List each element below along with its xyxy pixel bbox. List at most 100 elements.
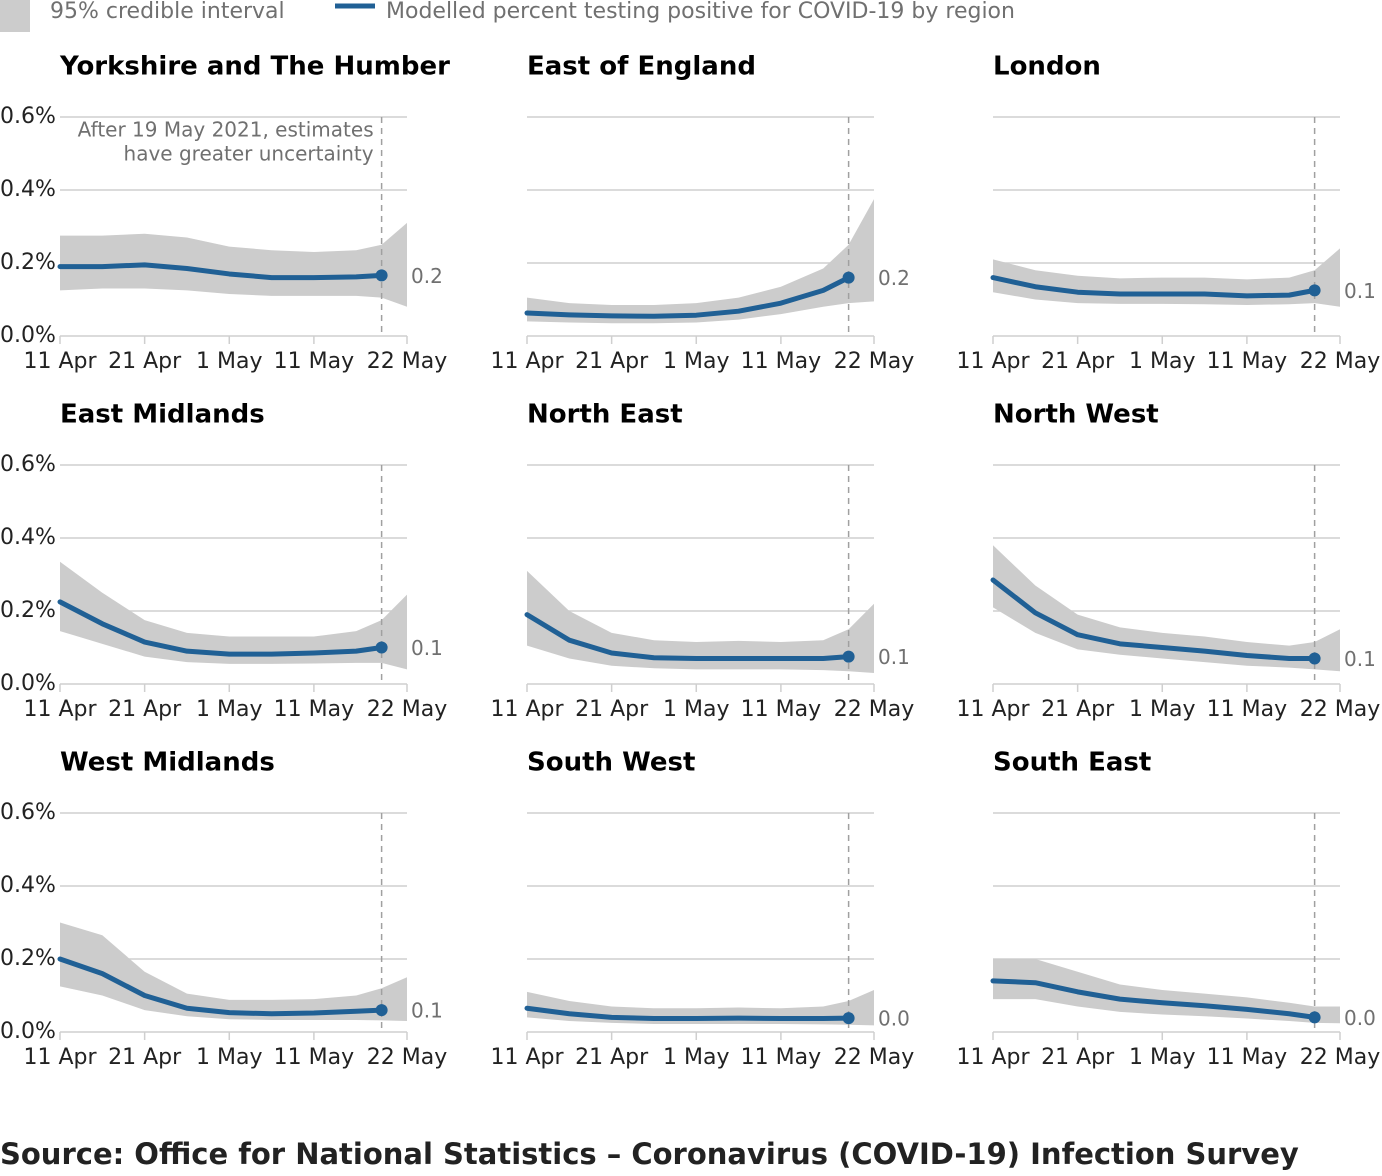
y-tick-label: 0.2%	[0, 250, 56, 275]
value-label: 0.1	[411, 636, 443, 660]
x-tick-label: 22 May	[367, 697, 447, 722]
credible-interval	[993, 959, 1340, 1024]
x-tick-label: 11 May	[741, 697, 821, 722]
x-tick-label: 21 Apr	[575, 1045, 649, 1070]
x-tick-label: 1 May	[1129, 697, 1195, 722]
credible-interval	[527, 199, 874, 324]
line	[524, 275, 852, 319]
y-tick-label: 0.0%	[0, 323, 56, 348]
end-point	[842, 1012, 855, 1025]
line	[524, 1005, 852, 1021]
x-tick-label: 21 Apr	[108, 349, 182, 374]
y-tick-label: 0.4%	[0, 525, 56, 550]
value-label: 0.2	[878, 266, 910, 290]
x-tick-label: 21 Apr	[575, 349, 649, 374]
y-tick-label: 0.4%	[0, 873, 56, 898]
credible-interval	[993, 545, 1340, 672]
x-tick-label: 11 Apr	[490, 349, 564, 374]
x-tick-label: 21 Apr	[1041, 697, 1115, 722]
x-tick-label: 21 Apr	[1041, 1045, 1115, 1070]
panel-title: West Midlands	[60, 748, 275, 778]
x-tick-label: 11 Apr	[23, 697, 97, 722]
value-label: 0.2	[411, 264, 443, 288]
panel-title: South East	[993, 748, 1151, 778]
x-tick-label: 11 May	[1207, 349, 1287, 374]
x-tick-label: 11 May	[274, 349, 354, 374]
credible-interval	[60, 922, 407, 1022]
credible-interval	[60, 222, 407, 307]
y-tick-label: 0.0%	[0, 671, 56, 696]
x-tick-label: 1 May	[196, 349, 262, 374]
end-point	[842, 271, 855, 284]
value-label: 0.0	[878, 1007, 910, 1031]
x-tick-label: 1 May	[663, 349, 729, 374]
end-point	[1308, 284, 1321, 297]
x-tick-label: 11 Apr	[956, 697, 1030, 722]
x-tick-label: 22 May	[1300, 349, 1380, 374]
panel-title: North West	[993, 400, 1159, 430]
panel-title: South West	[527, 748, 695, 778]
end-point	[375, 1004, 388, 1017]
value-label: 0.1	[1344, 279, 1376, 303]
value-label: 0.1	[411, 999, 443, 1023]
line	[990, 577, 1318, 661]
line	[990, 275, 1318, 299]
y-tick-label: 0.2%	[0, 946, 56, 971]
end-point	[1308, 652, 1321, 665]
x-tick-label: 11 Apr	[23, 1045, 97, 1070]
credible-interval	[527, 570, 874, 674]
y-tick-label: 0.4%	[0, 177, 56, 202]
x-tick-label: 11 May	[741, 1045, 821, 1070]
x-tick-label: 22 May	[834, 1045, 914, 1070]
x-tick-label: 21 Apr	[1041, 349, 1115, 374]
panel-title: North East	[527, 400, 683, 430]
line	[57, 599, 385, 657]
x-tick-label: 1 May	[663, 1045, 729, 1070]
panel-title: East of England	[527, 52, 756, 82]
value-label: 0.1	[1344, 647, 1376, 671]
x-tick-label: 22 May	[834, 349, 914, 374]
x-tick-label: 11 Apr	[23, 349, 97, 374]
x-tick-label: 11 May	[1207, 697, 1287, 722]
legend-swatch	[0, 0, 30, 32]
x-tick-label: 1 May	[196, 1045, 262, 1070]
x-tick-label: 22 May	[1300, 1045, 1380, 1070]
x-tick-label: 1 May	[196, 697, 262, 722]
x-tick-label: 11 Apr	[490, 1045, 564, 1070]
x-tick-label: 11 Apr	[490, 697, 564, 722]
end-point	[1308, 1011, 1321, 1024]
y-tick-label: 0.6%	[0, 800, 56, 825]
x-tick-label: 21 Apr	[575, 697, 649, 722]
x-tick-label: 11 May	[274, 1045, 354, 1070]
legend-label: Modelled percent testing positive for CO…	[386, 0, 1015, 24]
line	[990, 978, 1318, 1020]
panel-title: East Midlands	[60, 400, 265, 430]
y-tick-label: 0.0%	[0, 1019, 56, 1044]
x-tick-label: 11 May	[274, 697, 354, 722]
source: Source: Office for National Statistics –…	[0, 1137, 1299, 1171]
panel-title: Yorkshire and The Humber	[59, 52, 450, 82]
x-tick-label: 22 May	[834, 697, 914, 722]
value-label: 0.1	[878, 645, 910, 669]
y-tick-label: 0.6%	[0, 452, 56, 477]
x-tick-label: 22 May	[367, 1045, 447, 1070]
credible-interval	[993, 248, 1340, 307]
value-label: 0.0	[1344, 1006, 1376, 1030]
line	[57, 262, 385, 281]
x-tick-label: 11 Apr	[956, 349, 1030, 374]
line	[524, 612, 852, 661]
legend-label: 95% credible interval	[50, 0, 285, 24]
end-point	[375, 269, 388, 282]
panel-title: London	[993, 52, 1101, 82]
x-tick-label: 1 May	[1129, 349, 1195, 374]
line	[57, 956, 385, 1017]
end-point	[842, 650, 855, 663]
x-tick-label: 22 May	[1300, 697, 1380, 722]
y-tick-label: 0.2%	[0, 598, 56, 623]
end-point	[375, 641, 388, 654]
x-tick-label: 11 May	[1207, 1045, 1287, 1070]
x-tick-label: 21 Apr	[108, 697, 182, 722]
annotation-text: have greater uncertainty	[124, 142, 374, 166]
x-tick-label: 11 May	[741, 349, 821, 374]
